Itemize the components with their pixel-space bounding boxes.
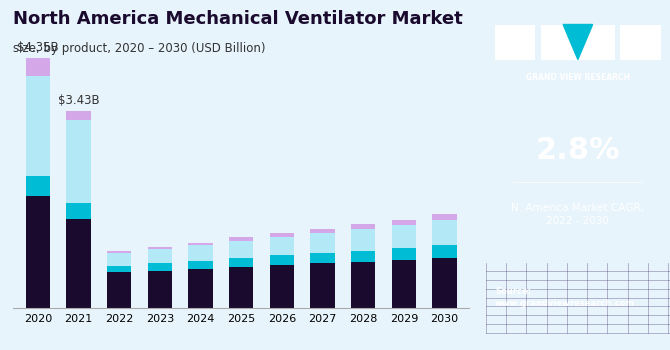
Polygon shape xyxy=(563,25,593,60)
Legend: Critical Care, Neonatal, Transport & Portable, Others: Critical Care, Neonatal, Transport & Por… xyxy=(57,347,425,350)
Bar xyxy=(351,262,375,308)
Bar xyxy=(392,248,416,260)
Bar xyxy=(107,253,131,266)
Bar xyxy=(351,224,375,229)
Bar xyxy=(270,255,294,265)
Bar xyxy=(229,258,253,267)
Bar xyxy=(432,258,457,308)
Bar xyxy=(270,237,294,255)
Bar xyxy=(229,237,253,241)
Bar xyxy=(270,265,294,308)
Text: N. America Market CAGR,
2022 - 2030: N. America Market CAGR, 2022 - 2030 xyxy=(511,203,645,226)
Bar xyxy=(351,229,375,251)
Bar xyxy=(107,266,131,272)
Bar xyxy=(25,58,50,76)
Bar xyxy=(25,176,50,196)
Bar xyxy=(310,263,335,308)
Bar xyxy=(66,219,90,308)
Bar xyxy=(270,233,294,237)
Bar xyxy=(107,272,131,308)
Bar xyxy=(392,260,416,308)
Text: $3.43B: $3.43B xyxy=(58,94,99,107)
Bar xyxy=(432,245,457,258)
Bar xyxy=(310,233,335,253)
Text: North America Mechanical Ventilator Market: North America Mechanical Ventilator Mark… xyxy=(13,10,463,28)
Bar xyxy=(66,111,90,120)
Text: 2.8%: 2.8% xyxy=(535,136,620,165)
Bar xyxy=(66,120,90,203)
Bar xyxy=(188,269,213,308)
Bar xyxy=(147,250,172,263)
FancyBboxPatch shape xyxy=(620,25,661,60)
Bar xyxy=(107,251,131,253)
Bar xyxy=(188,245,213,261)
Bar xyxy=(66,203,90,219)
Bar xyxy=(147,263,172,271)
Bar xyxy=(392,225,416,248)
Bar xyxy=(25,76,50,176)
Bar xyxy=(147,247,172,250)
Text: GRAND VIEW RESEARCH: GRAND VIEW RESEARCH xyxy=(526,74,630,83)
Bar xyxy=(229,267,253,308)
Bar xyxy=(188,243,213,245)
Bar xyxy=(310,253,335,263)
Bar xyxy=(25,196,50,308)
Bar xyxy=(432,220,457,245)
Text: size, by product, 2020 – 2030 (USD Billion): size, by product, 2020 – 2030 (USD Billi… xyxy=(13,42,266,55)
Text: $4.35B: $4.35B xyxy=(17,41,58,54)
Bar xyxy=(188,261,213,269)
Bar xyxy=(351,251,375,262)
Bar xyxy=(147,271,172,308)
Bar xyxy=(229,241,253,258)
Text: Source:
www.grandviewresearch.com: Source: www.grandviewresearch.com xyxy=(495,287,635,308)
Bar xyxy=(432,215,457,220)
FancyBboxPatch shape xyxy=(541,25,615,60)
FancyBboxPatch shape xyxy=(495,25,535,60)
Bar xyxy=(310,229,335,233)
Bar xyxy=(392,219,416,225)
